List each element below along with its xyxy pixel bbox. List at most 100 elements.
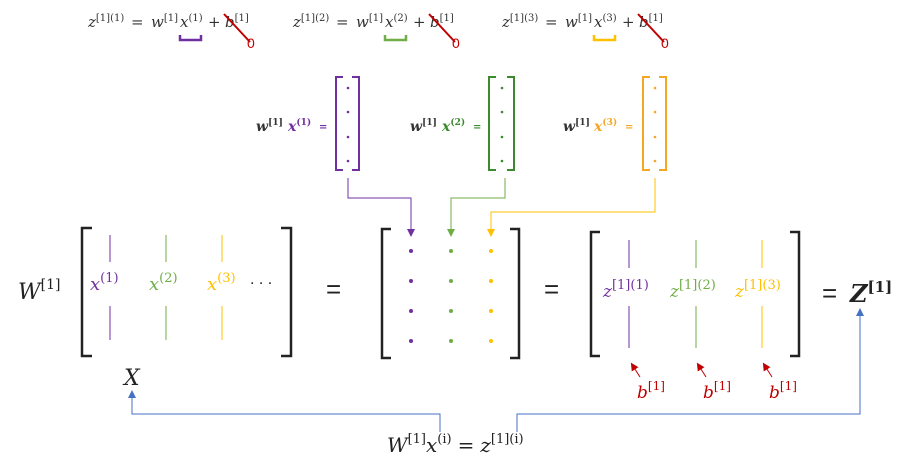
top-eq2-cancel-value: 0 (452, 35, 460, 51)
col-prod1-w: w[1] (256, 118, 283, 135)
top-eq3-bias-cancel (637, 13, 665, 43)
top-eq3-equals: = (545, 13, 558, 31)
arrow-col3-to-matrix (487, 178, 656, 237)
top-eq2-plus: + (413, 13, 426, 31)
top-equation-2: z[1](2) = w[1] x(2) + b[1] 0 (292, 13, 460, 51)
col-prod1-dot (346, 159, 350, 163)
col-prod3-x: x(3) (593, 117, 617, 135)
top-equation-3: z[1](3) = w[1] x(3) + b[1] 0 (501, 13, 669, 51)
top-eq1-z: z[1](1) (87, 13, 124, 31)
top-eq3-x: x(3) (594, 13, 617, 31)
bias-arrow-3 (762, 362, 773, 378)
bias-label-3: b[1] (769, 379, 797, 403)
product-dot (449, 339, 453, 343)
main-equals-1: = (326, 274, 341, 304)
column-product-1: w[1] x(1) = (256, 76, 360, 171)
top-eq2-bias-cancel (428, 13, 456, 43)
top-eq2-equals: = (336, 13, 349, 31)
top-eq2-z: z[1](2) (292, 13, 329, 31)
main-Z: Z[1] (849, 278, 892, 308)
top-eq3-b: b[1] (639, 13, 663, 31)
product-dot (409, 309, 413, 313)
col-prod2-dot (500, 86, 504, 90)
col-prod2-x: x(2) (441, 117, 465, 135)
top-eq2-x: x(2) (385, 13, 408, 31)
top-eq1-b: b[1] (225, 13, 249, 31)
X-matrix: x(1) x(2) x(3) · · · (80, 226, 293, 358)
X-col3-label: x(3) (207, 271, 236, 295)
top-eq2-x-underline (383, 35, 408, 42)
top-eq1-x: x(1) (180, 13, 203, 31)
bias-arrow-2 (696, 362, 707, 378)
col-prod2-w: w[1] (410, 118, 437, 135)
product-dot (489, 309, 493, 313)
col-prod1-dot (346, 110, 350, 114)
col-prod2-bracket-left (488, 76, 496, 171)
Z-bracket-right (790, 230, 801, 358)
col-prod3-dot (653, 86, 657, 90)
product-dot (449, 279, 453, 283)
col-prod2-dot (500, 135, 504, 139)
bottom-equation: W[1]x(i) = z[1](i) (387, 432, 524, 457)
top-eq1-plus: + (208, 13, 221, 31)
top-equation-1: z[1](1) = w[1] x(1) + b[1] 0 (87, 13, 255, 51)
col-prod2-dot (500, 110, 504, 114)
top-eq1-w: w[1] (151, 13, 178, 31)
top-eq2-b: b[1] (430, 13, 454, 31)
top-eq1-bias-cancel (223, 13, 251, 43)
col-prod1-bracket-left (335, 76, 343, 171)
top-eq3-x-underline (592, 35, 617, 42)
top-eq1-cancel-value: 0 (247, 35, 255, 51)
arrow-bottom-to-Z (516, 308, 864, 432)
col-prod1-dot (346, 135, 350, 139)
Z-col3-label: z[1](3) (734, 278, 781, 302)
col-prod1-equals: = (319, 122, 327, 133)
col-prod3-equals: = (625, 122, 633, 133)
col-prod3-dot (653, 110, 657, 114)
arrow-bottom-to-X (128, 390, 441, 432)
X-bracket-right (281, 226, 293, 358)
top-eq3-cancel-value: 0 (661, 35, 669, 51)
col-prod3-dot (653, 135, 657, 139)
product-bracket-left (380, 227, 391, 360)
column-product-2: w[1] x(2) = (410, 76, 515, 171)
product-dot (449, 249, 453, 253)
product-dot (409, 339, 413, 343)
top-eq3-z: z[1](3) (501, 13, 538, 31)
Z-matrix: z[1](1) z[1](2) z[1](3) (589, 230, 801, 358)
bias-label-2: b[1] (703, 379, 731, 403)
product-dot (489, 279, 493, 283)
product-dot (449, 309, 453, 313)
main-equals-3: = (822, 278, 837, 308)
product-dot (489, 339, 493, 343)
col-prod2-dot (500, 159, 504, 163)
main-W: W[1] (18, 277, 60, 305)
col-prod1-dot (346, 86, 350, 90)
product-dot (489, 249, 493, 253)
top-eq3-w: w[1] (565, 13, 592, 31)
bias-arrow-1 (630, 362, 641, 378)
col-prod3-w: w[1] (563, 118, 590, 135)
column-product-3: w[1] x(3) = (563, 76, 667, 171)
product-dot (409, 279, 413, 283)
top-eq2-w: w[1] (356, 13, 383, 31)
col-prod2-bracket-right (507, 76, 515, 171)
top-eq3-plus: + (622, 13, 635, 31)
top-eq1-x-underline (178, 35, 203, 42)
Z-col2-label: z[1](2) (669, 278, 716, 302)
col-prod2-equals: = (473, 122, 481, 133)
product-matrix (380, 227, 521, 360)
X-col2-label: x(2) (149, 271, 178, 295)
col-prod1-x: x(1) (287, 117, 311, 135)
arrow-col1-to-matrix (347, 178, 415, 237)
col-prod3-bracket-right (659, 76, 667, 171)
col-prod3-dot (653, 159, 657, 163)
col-prod1-bracket-right (352, 76, 360, 171)
product-dot (409, 249, 413, 253)
product-bracket-right (510, 227, 521, 360)
X-ellipsis: · · · (250, 276, 272, 292)
col-prod3-bracket-left (642, 76, 650, 171)
Z-bracket-left (589, 230, 600, 358)
